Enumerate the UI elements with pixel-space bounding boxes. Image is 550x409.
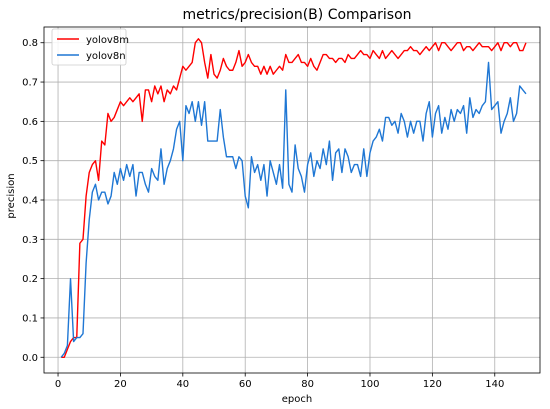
series-layer	[60, 38, 527, 358]
y-axis-label: precision	[6, 173, 17, 218]
x-tick-label: 100	[360, 379, 379, 390]
x-tick-label: 0	[55, 379, 61, 390]
legend-box	[51, 28, 127, 66]
ticks: 0 20 40 60 80 100 120 140 0.0 0.1 0.2 0.3 0.4 0.5 0.6 0…	[22, 38, 504, 390]
x-tick-label: 60	[239, 379, 252, 390]
y-tick-label: 0.0	[22, 353, 38, 364]
grid	[44, 27, 540, 373]
y-tick-label: 0.7	[22, 78, 38, 89]
x-tick-label: 120	[423, 379, 442, 390]
series-line-yolov8m	[61, 38, 527, 358]
series-line-yolov8n	[60, 61, 527, 358]
x-tick-label: 140	[485, 379, 504, 390]
y-tick-label: 0.1	[22, 313, 38, 324]
legend-label-yolov8n: yolov8n	[86, 51, 126, 62]
x-tick-label: 80	[301, 379, 314, 390]
x-tick-label: 40	[176, 379, 189, 390]
x-tick-label: 20	[114, 379, 127, 390]
y-tick-label: 0.4	[22, 196, 38, 207]
legend-label-yolov8m: yolov8m	[86, 35, 129, 46]
legend: yolov8m yolov8n	[51, 28, 129, 66]
y-tick-label: 0.5	[22, 156, 38, 167]
y-tick-label: 0.3	[22, 235, 38, 246]
y-tick-label: 0.8	[22, 38, 38, 49]
x-axis-label: epoch	[282, 394, 312, 405]
y-tick-label: 0.6	[22, 117, 38, 128]
chart-title: metrics/precision(B) Comparison	[182, 7, 411, 23]
y-tick-label: 0.2	[22, 274, 38, 285]
